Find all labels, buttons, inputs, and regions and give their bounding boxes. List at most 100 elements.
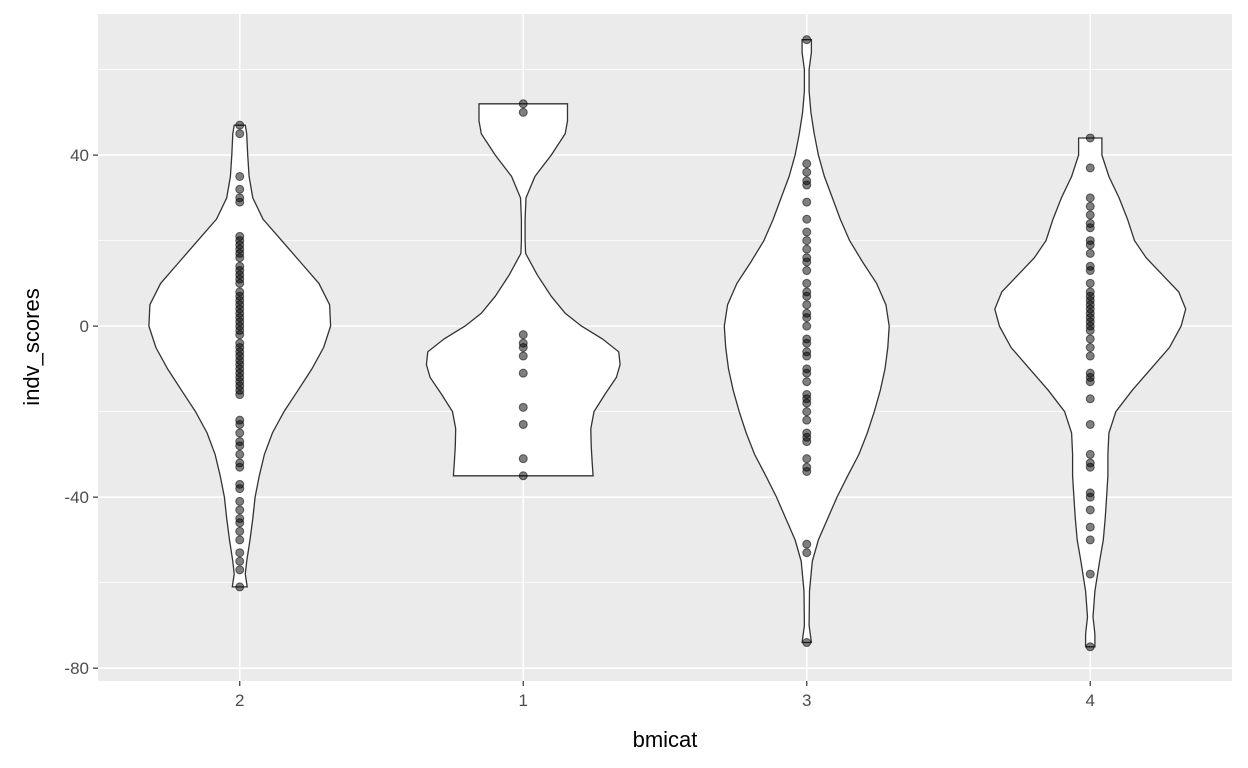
data-point <box>518 471 528 481</box>
data-point <box>235 253 245 263</box>
data-point <box>802 291 812 301</box>
data-point <box>1085 394 1095 404</box>
data-point <box>1085 351 1095 361</box>
data-point <box>1085 419 1095 429</box>
data-point <box>802 180 812 190</box>
data-point <box>235 330 245 340</box>
y-tick-label: 0 <box>80 317 89 336</box>
data-point <box>802 407 812 417</box>
data-point <box>235 496 245 506</box>
data-point <box>1085 240 1095 250</box>
data-point <box>235 505 245 515</box>
data-point <box>235 548 245 558</box>
data-point <box>802 266 812 276</box>
data-point <box>518 330 528 340</box>
data-point <box>1085 223 1095 233</box>
data-point <box>235 171 245 181</box>
data-point <box>1085 163 1095 173</box>
data-point <box>235 184 245 194</box>
data-point <box>518 343 528 352</box>
data-point <box>1085 377 1095 387</box>
data-point <box>1085 266 1095 276</box>
axes: -80 -40 0 40 2 1 3 4 <box>64 146 1095 710</box>
data-point <box>518 419 528 429</box>
data-point <box>235 197 245 207</box>
y-tick-label: 40 <box>70 146 89 165</box>
data-point <box>235 518 245 528</box>
data-point <box>1085 334 1095 344</box>
data-point <box>235 565 245 575</box>
data-point <box>235 484 245 494</box>
x-tick-label: 3 <box>802 691 811 710</box>
data-point <box>802 548 812 558</box>
data-point <box>802 398 812 408</box>
x-tick-label: 1 <box>519 691 528 710</box>
data-point <box>235 441 245 451</box>
data-point <box>1085 201 1095 211</box>
data-point <box>235 428 245 438</box>
violin-1 <box>425 103 621 477</box>
data-point <box>1085 248 1095 258</box>
data-point <box>1085 343 1095 352</box>
data-point <box>802 300 812 310</box>
data-point <box>1085 325 1095 335</box>
y-tick-label: -80 <box>64 659 89 678</box>
data-point <box>802 167 812 177</box>
data-point <box>235 390 245 400</box>
data-point <box>802 368 812 378</box>
data-point <box>235 129 245 139</box>
data-point <box>802 377 812 387</box>
data-point <box>1085 449 1095 459</box>
data-point <box>802 437 812 447</box>
data-point <box>802 236 812 246</box>
data-point <box>802 227 812 237</box>
data-point <box>802 415 812 425</box>
data-point <box>802 638 812 648</box>
data-point <box>235 278 245 288</box>
data-point <box>518 402 528 412</box>
data-point <box>1085 569 1095 579</box>
data-point <box>1085 535 1095 545</box>
data-point <box>518 99 528 109</box>
data-point <box>235 582 245 592</box>
data-points <box>235 35 1095 652</box>
data-point <box>802 321 812 331</box>
data-point <box>518 107 528 117</box>
data-point <box>802 244 812 254</box>
data-point <box>802 539 812 549</box>
x-tick-label: 4 <box>1086 691 1095 710</box>
data-point <box>1085 642 1095 652</box>
x-tick-label: 2 <box>235 691 244 710</box>
data-point <box>802 466 812 476</box>
data-point <box>1085 492 1095 502</box>
data-point <box>235 526 245 536</box>
violin-4 <box>994 137 1187 648</box>
data-point <box>1085 462 1095 472</box>
y-axis-title: indv_scores <box>19 288 44 405</box>
data-point <box>235 535 245 545</box>
x-axis-title: bmicat <box>633 727 698 752</box>
data-point <box>802 454 812 464</box>
data-point <box>802 214 812 224</box>
data-point <box>802 313 812 323</box>
data-point <box>1085 210 1095 220</box>
data-point <box>802 35 812 45</box>
data-point <box>802 159 812 169</box>
data-point <box>235 419 245 429</box>
data-point <box>802 257 812 267</box>
data-point <box>802 351 812 361</box>
data-point <box>802 338 812 348</box>
data-point <box>1085 278 1095 288</box>
data-point <box>235 556 245 566</box>
data-point <box>802 197 812 207</box>
data-point <box>518 351 528 361</box>
data-point <box>1085 505 1095 515</box>
y-tick-label: -40 <box>64 488 89 507</box>
data-point <box>802 278 812 288</box>
data-point <box>1085 193 1095 203</box>
data-point <box>518 368 528 378</box>
data-point <box>1085 522 1095 532</box>
data-point <box>235 120 245 130</box>
data-point <box>1085 133 1095 143</box>
